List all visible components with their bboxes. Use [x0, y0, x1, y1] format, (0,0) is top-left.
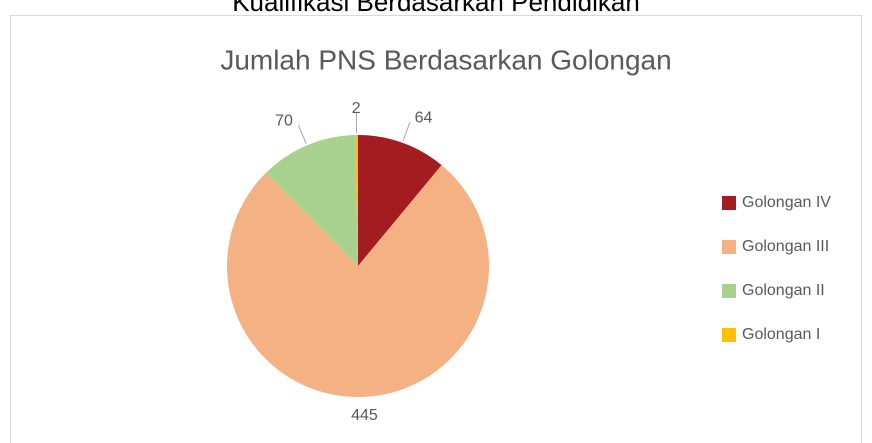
leader-line: [402, 121, 411, 142]
chart-title: Jumlah PNS Berdasarkan Golongan: [220, 44, 671, 75]
leader-line: [297, 124, 307, 144]
pie-slice: [226, 165, 490, 397]
legend-swatch: [722, 240, 736, 254]
data-label: 70: [275, 113, 293, 130]
legend-label: Golongan I: [742, 326, 820, 343]
legend-label: Golongan II: [742, 282, 825, 299]
legend-swatch: [722, 196, 736, 210]
pie-slice: [355, 135, 358, 266]
data-label: 64: [415, 110, 433, 127]
data-label: 445: [351, 407, 378, 424]
legend-swatch: [722, 284, 736, 298]
legend-swatch: [722, 328, 736, 342]
legend-label: Golongan IV: [742, 194, 831, 211]
data-label: 2: [352, 100, 361, 117]
legend-label: Golongan III: [742, 238, 829, 255]
pie-slice: [358, 135, 442, 266]
pie-slice: [265, 135, 358, 266]
page-title: Kualifikasi Berdasarkan Pendidikan: [232, 0, 640, 17]
